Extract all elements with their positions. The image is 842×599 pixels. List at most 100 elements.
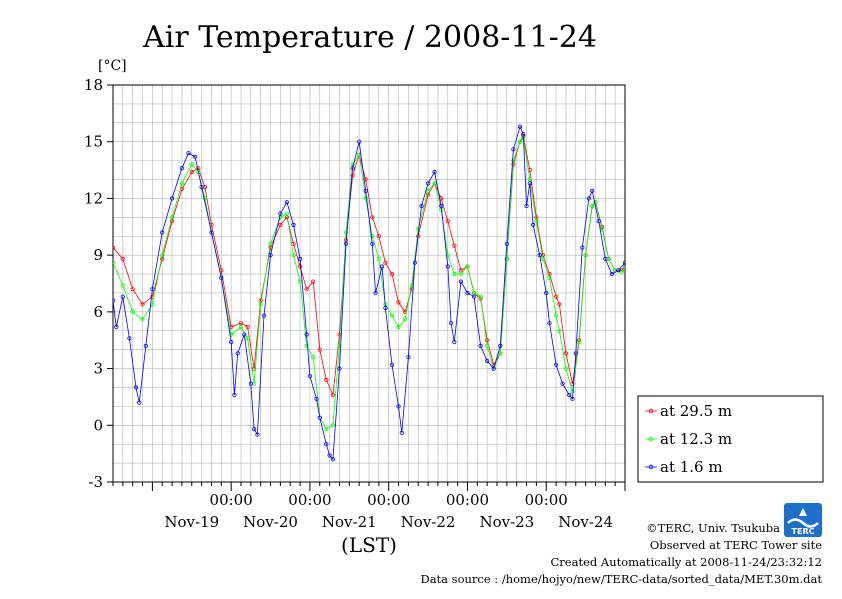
data-point xyxy=(370,215,375,220)
series-line xyxy=(113,125,625,461)
data-point xyxy=(209,230,214,235)
data-point xyxy=(616,268,621,273)
data-point xyxy=(517,124,523,129)
data-point xyxy=(432,181,437,186)
x-day-label: Nov-20 xyxy=(243,513,298,531)
data-point xyxy=(498,343,503,348)
data-point xyxy=(179,166,184,171)
data-point xyxy=(458,271,463,277)
data-point xyxy=(445,253,450,258)
legend-label: at 29.5 m xyxy=(660,402,732,420)
data-point xyxy=(402,317,408,322)
data-point xyxy=(324,377,329,382)
data-point xyxy=(229,332,234,337)
data-point xyxy=(330,423,335,428)
data-point xyxy=(396,300,401,305)
data-point xyxy=(337,343,342,348)
x-day-label: Nov-22 xyxy=(401,513,456,531)
data-point xyxy=(622,260,625,265)
data-point xyxy=(130,309,135,314)
data-point xyxy=(186,151,191,156)
observed-text: Observed at TERC Tower site xyxy=(650,538,822,552)
data-point xyxy=(563,366,569,371)
data-point xyxy=(284,211,289,216)
data-point xyxy=(458,279,463,284)
data-point xyxy=(304,332,309,337)
data-point xyxy=(465,264,470,269)
y-tick-label: 9 xyxy=(93,246,103,264)
data-point xyxy=(193,154,198,159)
data-point xyxy=(471,294,477,299)
y-tick-label: 6 xyxy=(93,303,103,321)
data-point xyxy=(337,366,342,371)
data-point xyxy=(291,222,296,227)
data-point xyxy=(150,287,155,292)
data-point xyxy=(498,351,503,356)
source-text: Data source : /home/hojyo/new/TERC-data/… xyxy=(420,572,822,586)
data-point xyxy=(343,230,349,235)
data-point xyxy=(412,260,417,265)
data-point xyxy=(291,253,296,258)
y-axis: -3 0 3 6 9 12 15 18 xyxy=(84,76,113,491)
data-point xyxy=(580,245,585,250)
data-point xyxy=(416,226,421,231)
data-point xyxy=(379,264,385,269)
series-layer xyxy=(113,124,625,462)
data-point xyxy=(534,219,539,224)
x-time-label: 00:00 xyxy=(288,491,331,509)
data-point xyxy=(130,287,135,292)
data-point xyxy=(593,200,598,205)
series-line xyxy=(113,134,625,397)
data-point xyxy=(324,442,329,447)
x-time-label: 00:00 xyxy=(210,491,253,509)
data-point xyxy=(170,215,175,220)
data-point xyxy=(445,219,450,224)
data-point xyxy=(570,396,575,401)
data-point xyxy=(544,290,549,296)
data-point xyxy=(557,302,562,307)
data-point xyxy=(350,173,355,178)
legend-marker xyxy=(648,436,654,442)
y-tick-label: 3 xyxy=(93,360,103,378)
data-point xyxy=(160,253,165,258)
x-day-label: Nov-24 xyxy=(558,513,613,531)
data-point xyxy=(590,203,595,209)
data-point xyxy=(609,271,615,277)
data-point xyxy=(537,253,542,258)
data-point xyxy=(452,339,457,345)
data-point xyxy=(511,158,516,163)
data-point xyxy=(383,260,388,265)
data-point xyxy=(590,188,595,193)
data-point xyxy=(399,430,404,435)
data-point xyxy=(573,351,578,356)
data-point xyxy=(504,256,509,261)
data-point xyxy=(527,177,532,182)
data-point xyxy=(113,245,116,250)
data-point xyxy=(389,313,395,318)
data-point xyxy=(357,139,362,144)
data-point xyxy=(160,230,165,235)
data-point xyxy=(570,381,575,386)
data-point xyxy=(238,324,244,330)
y-axis-unit: [°C] xyxy=(98,58,127,74)
data-point xyxy=(327,453,332,458)
data-point xyxy=(560,381,565,386)
x-axis: 00:00 00:00 00:00 00:00 00:00 Nov-19 Nov-20 Nov… xyxy=(112,482,626,531)
data-point xyxy=(370,241,375,246)
data-point xyxy=(137,400,142,405)
terc-logo: TERC xyxy=(784,503,822,537)
legend-label: at 1.6 m xyxy=(660,458,723,476)
data-point xyxy=(527,181,532,186)
data-point xyxy=(547,275,552,280)
data-point xyxy=(425,181,431,186)
x-day-label: Nov-19 xyxy=(164,513,219,531)
data-point xyxy=(330,392,335,398)
y-tick-label: 18 xyxy=(84,76,103,94)
data-point xyxy=(603,256,608,261)
data-point xyxy=(297,256,303,261)
data-point xyxy=(553,362,559,367)
data-point xyxy=(396,324,401,330)
data-point xyxy=(432,169,437,175)
data-point xyxy=(557,328,562,333)
data-point xyxy=(219,275,224,280)
